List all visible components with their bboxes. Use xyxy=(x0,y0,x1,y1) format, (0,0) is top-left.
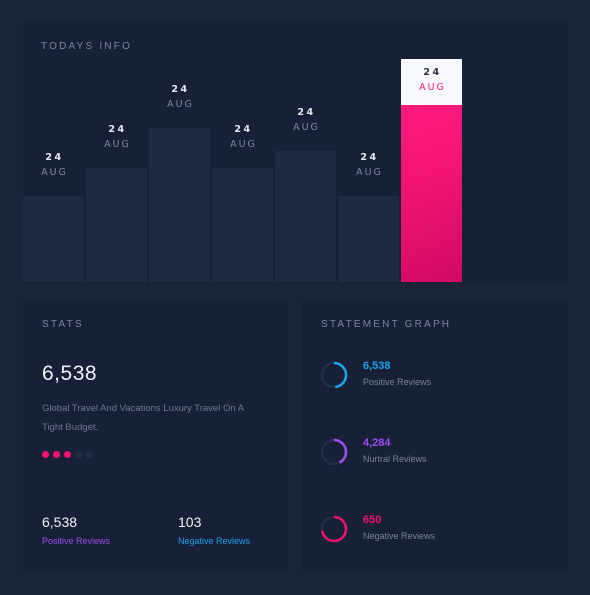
stats-pager-dots[interactable] xyxy=(42,451,93,458)
bar-month: AUG xyxy=(104,139,131,150)
statement-label: Negative Reviews xyxy=(363,531,436,541)
statement-graph-panel: STATEMENT GRAPH 6,538 Positive Reviews 4… xyxy=(302,298,568,574)
bar-day: 24 xyxy=(108,124,127,135)
statement-value: 4,284 xyxy=(363,437,391,449)
bar-month: AUG xyxy=(356,167,383,178)
bar-month: AUG xyxy=(293,122,320,133)
pager-dot[interactable] xyxy=(75,451,82,458)
bar-4[interactable] xyxy=(212,168,273,282)
bar-2[interactable] xyxy=(86,168,147,282)
bar-3[interactable] xyxy=(149,128,210,282)
stats-panel: STATS 6,538 Global Travel And Vacations … xyxy=(23,298,288,574)
bar-7[interactable] xyxy=(401,105,462,282)
stats-description: Global Travel And Vacations Luxury Trave… xyxy=(42,403,244,433)
bar-6[interactable] xyxy=(338,196,399,282)
neutral-progress-ring-icon xyxy=(320,438,348,466)
bar-1[interactable] xyxy=(23,196,84,282)
bar-day: 24 xyxy=(171,84,190,95)
bar-month: AUG xyxy=(41,167,68,178)
todays-info-bar-chart: 24 AUG 24 AUG 24 AUG 24 AUG 24 AUG 24 AUG 24 AUG xyxy=(23,22,568,285)
negative-reviews-label[interactable]: Negative Reviews xyxy=(178,536,251,546)
bar-label-4: 24 AUG xyxy=(212,124,273,150)
pager-dot[interactable] xyxy=(64,451,71,458)
bar-5[interactable] xyxy=(275,151,336,282)
bar-label-7: 24 AUG xyxy=(401,67,462,93)
statement-label: Positive Reviews xyxy=(363,377,432,387)
pager-dot[interactable] xyxy=(42,451,49,458)
positive-reviews-value: 6,538 xyxy=(42,514,78,530)
bar-label-2: 24 AUG xyxy=(86,124,147,150)
bar-month: AUG xyxy=(167,99,194,110)
bar-day: 24 xyxy=(423,67,442,78)
bar-day: 24 xyxy=(234,124,253,135)
statement-value: 650 xyxy=(363,514,382,526)
bar-day: 24 xyxy=(360,152,379,163)
pager-dot[interactable] xyxy=(53,451,60,458)
ring-progress xyxy=(320,515,348,543)
positive-reviews-label[interactable]: Positive Reviews xyxy=(42,536,111,546)
negative-reviews-value: 103 xyxy=(178,514,202,530)
bar-cap-active xyxy=(401,59,462,105)
todays-info-panel: TODAYS INFO 24 AUG 24 AUG 24 AUG 24 AUG 24 AUG 24 A… xyxy=(23,22,568,285)
stats-title: STATS xyxy=(42,319,84,330)
todays-info-title: TODAYS INFO xyxy=(41,41,133,52)
bar-label-1: 24 AUG xyxy=(23,152,84,178)
pager-dot[interactable] xyxy=(86,451,93,458)
bar-day: 24 xyxy=(45,152,64,163)
bar-month: AUG xyxy=(419,82,446,93)
bar-day: 24 xyxy=(297,107,316,118)
bar-label-3: 24 AUG xyxy=(149,84,210,110)
ring-progress xyxy=(320,438,348,466)
ring-progress xyxy=(320,361,348,389)
negative-progress-ring-icon xyxy=(320,515,348,543)
positive-progress-ring-icon xyxy=(320,361,348,389)
statement-value: 6,538 xyxy=(363,360,391,372)
statement-label: Nurtral Reviews xyxy=(363,454,427,464)
bar-label-5: 24 AUG xyxy=(275,107,336,133)
statement-graph-title: STATEMENT GRAPH xyxy=(321,319,452,330)
stats-total: 6,538 xyxy=(42,362,98,385)
bar-month: AUG xyxy=(230,139,257,150)
bar-label-6: 24 AUG xyxy=(338,152,399,178)
